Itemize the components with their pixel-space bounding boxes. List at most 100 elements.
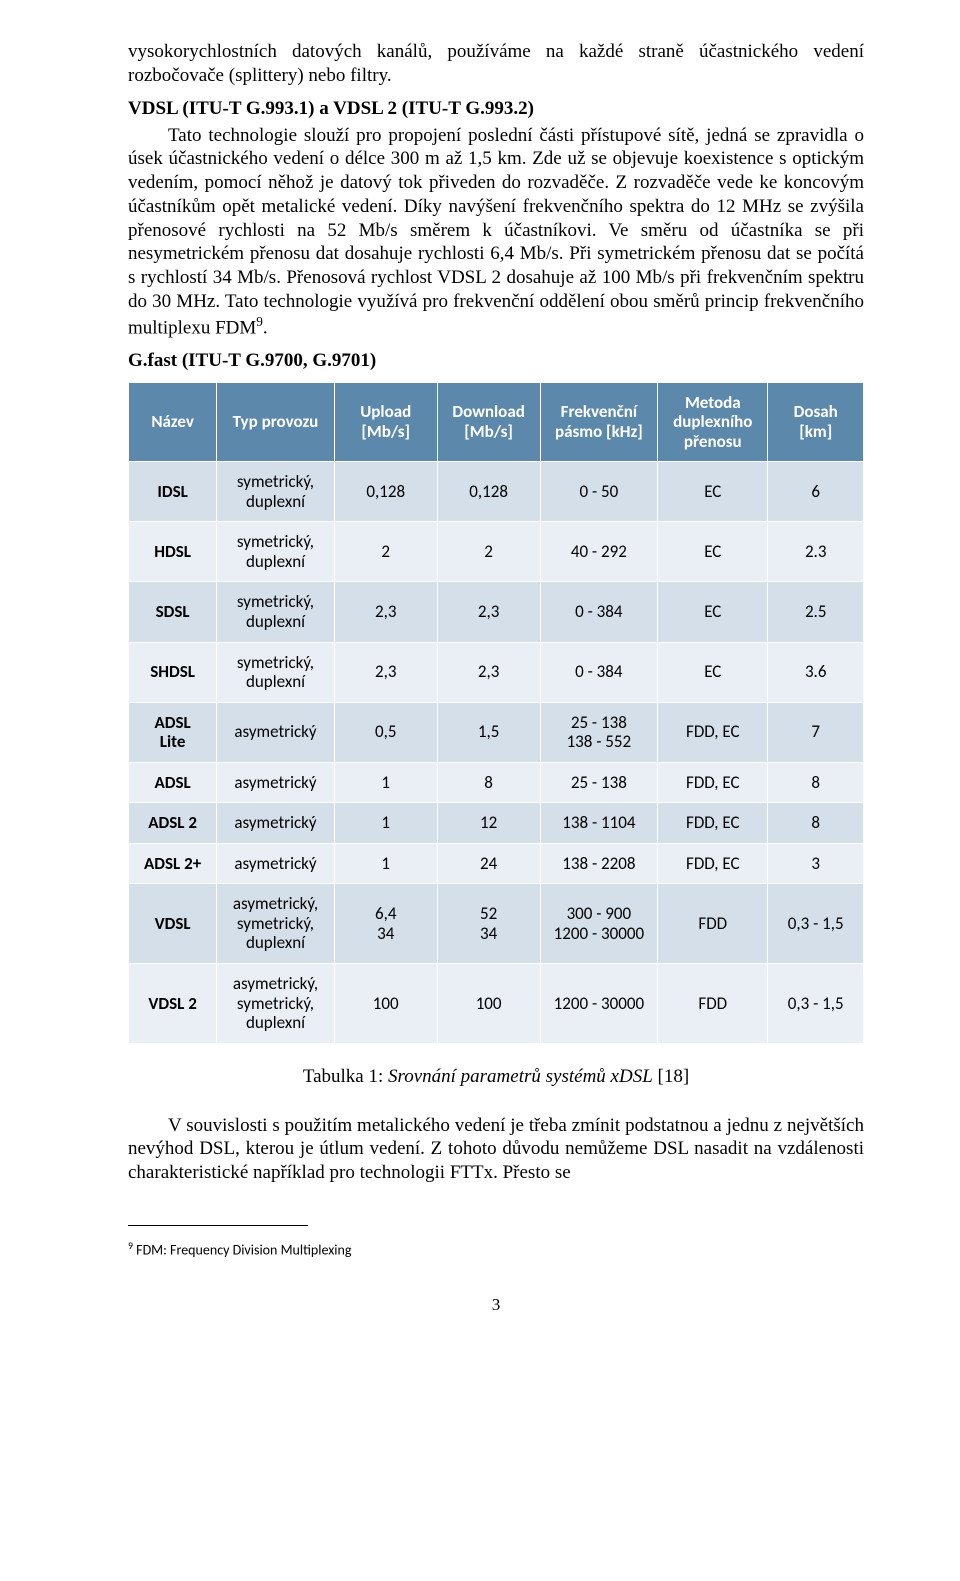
table-row: VDSL 2asymetrický,symetrický,duplexní100… [129, 963, 864, 1043]
paragraph: Tato technologie slouží pro propojení po… [128, 124, 864, 340]
table-cell: 0,128 [437, 462, 540, 522]
table-row: ADSLLiteasymetrický0,51,525 - 138138 - 5… [129, 702, 864, 762]
paragraph: vysokorychlostních datových kanálů, použ… [128, 40, 864, 88]
table-cell: symetrický,duplexní [217, 462, 335, 522]
table-cell: 1 [334, 762, 437, 803]
table-row: SDSLsymetrický,duplexní2,32,30 - 384EC2.… [129, 582, 864, 642]
caption-ref: [18] [653, 1066, 689, 1087]
table-cell: asymetrický [217, 843, 335, 884]
table-cell: 0,3 - 1,5 [768, 884, 864, 964]
caption-title: Srovnání parametrů systémů xDSL [388, 1066, 653, 1087]
table-rowname-cell: VDSL 2 [129, 963, 217, 1043]
table-rowname-cell: ADSL [129, 762, 217, 803]
table-cell: asymetrický,symetrický,duplexní [217, 884, 335, 964]
footnote-rule [128, 1225, 308, 1226]
table-caption: Tabulka 1: Srovnání parametrů systémů xD… [128, 1066, 864, 1088]
table-cell: 138 - 2208 [540, 843, 658, 884]
table-cell: 1 [334, 843, 437, 884]
table-cell: 12 [437, 803, 540, 844]
table-cell: 8 [437, 762, 540, 803]
table-rowname-cell: IDSL [129, 462, 217, 522]
table-cell: FDD, EC [658, 762, 768, 803]
xdsl-table: NázevTyp provozuUpload[Mb/s]Download[Mb/… [128, 382, 864, 1044]
table-header-cell: Upload[Mb/s] [334, 382, 437, 462]
table-row: SHDSLsymetrický,duplexní2,32,30 - 384EC3… [129, 642, 864, 702]
table-cell: 100 [437, 963, 540, 1043]
table-cell: 2.5 [768, 582, 864, 642]
table-row: ADSL 2asymetrický112138 - 1104FDD, EC8 [129, 803, 864, 844]
table-cell: 7 [768, 702, 864, 762]
table-cell: 100 [334, 963, 437, 1043]
table-cell: 25 - 138138 - 552 [540, 702, 658, 762]
table-cell: 8 [768, 803, 864, 844]
table-cell: 3 [768, 843, 864, 884]
table-cell: 6,434 [334, 884, 437, 964]
table-row: ADSLasymetrický1825 - 138FDD, EC8 [129, 762, 864, 803]
table-row: HDSLsymetrický,duplexní2240 - 292EC2.3 [129, 522, 864, 582]
table-cell: 2,3 [437, 642, 540, 702]
table-rowname-cell: VDSL [129, 884, 217, 964]
table-cell: 300 - 9001200 - 30000 [540, 884, 658, 964]
table-cell: 0 - 384 [540, 582, 658, 642]
caption-label: Tabulka 1: [303, 1066, 388, 1087]
table-cell: 0,3 - 1,5 [768, 963, 864, 1043]
table-header-cell: Download[Mb/s] [437, 382, 540, 462]
table-cell: FDD, EC [658, 702, 768, 762]
table-cell: FDD [658, 963, 768, 1043]
table-cell: 0 - 384 [540, 642, 658, 702]
table-cell: EC [658, 522, 768, 582]
table-cell: asymetrický,symetrický,duplexní [217, 963, 335, 1043]
table-cell: EC [658, 462, 768, 522]
table-cell: EC [658, 642, 768, 702]
table-cell: 5234 [437, 884, 540, 964]
table-cell: 138 - 1104 [540, 803, 658, 844]
table-cell: 1 [334, 803, 437, 844]
table-cell: asymetrický [217, 702, 335, 762]
table-cell: 0,5 [334, 702, 437, 762]
table-header-cell: Název [129, 382, 217, 462]
table-rowname-cell: HDSL [129, 522, 217, 582]
heading-vdsl: VDSL (ITU-T G.993.1) a VDSL 2 (ITU-T G.9… [128, 98, 864, 120]
table-cell: 8 [768, 762, 864, 803]
footnote-text: FDM: Frequency Division Multiplexing [133, 1242, 351, 1259]
table-cell: 2,3 [334, 582, 437, 642]
paragraph: V souvislosti s použitím metalického ved… [128, 1114, 864, 1185]
table-cell: 24 [437, 843, 540, 884]
table-cell: 2,3 [437, 582, 540, 642]
paragraph-text: Tato technologie slouží pro propojení po… [128, 125, 864, 338]
footnote: 9 FDM: Frequency Division Multiplexing [128, 1240, 864, 1259]
table-cell: asymetrický [217, 762, 335, 803]
table-cell: 6 [768, 462, 864, 522]
table-cell: 2.3 [768, 522, 864, 582]
table-rowname-cell: SHDSL [129, 642, 217, 702]
table-cell: asymetrický [217, 803, 335, 844]
table-rowname-cell: SDSL [129, 582, 217, 642]
page-number: 3 [128, 1295, 864, 1315]
table-cell: FDD [658, 884, 768, 964]
table-header-cell: Typ provozu [217, 382, 335, 462]
table-row: IDSLsymetrický,duplexní0,1280,1280 - 50E… [129, 462, 864, 522]
table-cell: 0 - 50 [540, 462, 658, 522]
table-cell: 40 - 292 [540, 522, 658, 582]
table-rowname-cell: ADSL 2+ [129, 843, 217, 884]
table-cell: symetrický,duplexní [217, 642, 335, 702]
table-row: VDSLasymetrický,symetrický,duplexní6,434… [129, 884, 864, 964]
table-cell: 1200 - 30000 [540, 963, 658, 1043]
table-cell: 2 [437, 522, 540, 582]
table-header-row: NázevTyp provozuUpload[Mb/s]Download[Mb/… [129, 382, 864, 462]
table-cell: symetrický,duplexní [217, 582, 335, 642]
table-cell: 2 [334, 522, 437, 582]
table-rowname-cell: ADSLLite [129, 702, 217, 762]
table-header-cell: Dosah[km] [768, 382, 864, 462]
table-cell: 1,5 [437, 702, 540, 762]
table-cell: 25 - 138 [540, 762, 658, 803]
table-cell: 3.6 [768, 642, 864, 702]
table-cell: 0,128 [334, 462, 437, 522]
table-cell: 2,3 [334, 642, 437, 702]
table-cell: EC [658, 582, 768, 642]
table-cell: symetrický,duplexní [217, 522, 335, 582]
xdsl-table-container: NázevTyp provozuUpload[Mb/s]Download[Mb/… [128, 382, 864, 1044]
table-cell: FDD, EC [658, 803, 768, 844]
heading-gfast: G.fast (ITU-T G.9700, G.9701) [128, 350, 864, 372]
table-rowname-cell: ADSL 2 [129, 803, 217, 844]
